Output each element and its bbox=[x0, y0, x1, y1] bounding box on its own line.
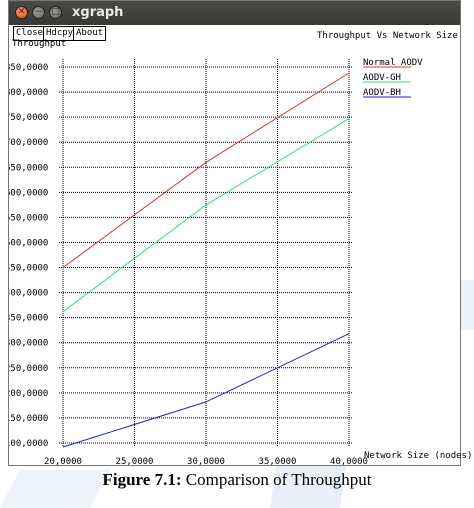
y-tick-label: 500,0000 bbox=[9, 238, 48, 248]
graph-title: Throughput Vs Network Size bbox=[317, 31, 458, 41]
y-tick-label: 400,0000 bbox=[9, 289, 48, 299]
y-axis-label: Throughput bbox=[12, 39, 67, 49]
figure-caption-label: Figure 7.1: bbox=[102, 470, 182, 489]
y-tick-label: 600,0000 bbox=[9, 188, 48, 198]
x-tick-label: 40,0000 bbox=[330, 457, 368, 467]
y-tick-label: 350,0000 bbox=[9, 314, 48, 324]
figure-caption: Figure 7.1: Comparison of Throughput bbox=[0, 470, 474, 490]
y-tick-label: 750,0000 bbox=[9, 113, 48, 123]
x-tick-label: 25,0000 bbox=[116, 457, 154, 467]
y-tick-label: 550,0000 bbox=[9, 213, 48, 223]
about-button[interactable]: About bbox=[73, 26, 107, 41]
series-line bbox=[62, 333, 350, 448]
x-axis-label: Network Size (nodes) bbox=[364, 451, 473, 461]
close-window-icon[interactable]: ✕ bbox=[15, 6, 28, 19]
throughput-chart: 850,0000 800,0000 750,0000 700,0000 650,0000… bbox=[9, 58, 423, 467]
y-tick-label: 650,0000 bbox=[9, 163, 48, 173]
xgraph-window: ✕ − □ xgraph Close Hdcpy About Throughpu… bbox=[8, 0, 472, 467]
x-tick-label: 20,0000 bbox=[44, 457, 82, 467]
y-tick-label: 700,0000 bbox=[9, 138, 48, 148]
figure-caption-text: Comparison of Throughput bbox=[181, 470, 372, 489]
y-tick-label: 200,0000 bbox=[9, 389, 48, 399]
y-tick-label: 150,0000 bbox=[9, 414, 48, 424]
y-tick-label: 800,0000 bbox=[9, 88, 48, 98]
series-line bbox=[62, 118, 350, 313]
y-tick-label: 250,0000 bbox=[9, 364, 48, 374]
x-tick-label: 30,0000 bbox=[187, 457, 225, 467]
series-line bbox=[62, 72, 350, 268]
window-titlebar[interactable]: ✕ − □ xgraph bbox=[9, 1, 460, 25]
window-title: xgraph bbox=[72, 5, 124, 20]
maximize-window-icon[interactable]: □ bbox=[49, 6, 62, 19]
minimize-window-icon[interactable]: − bbox=[32, 6, 45, 19]
y-tick-label: 300,0000 bbox=[9, 339, 48, 349]
legend-label: AODV-GH bbox=[363, 73, 401, 83]
legend-label: Normal AODV bbox=[363, 58, 423, 68]
legend-label: AODV-BH bbox=[363, 88, 401, 98]
y-tick-label: 450,0000 bbox=[9, 264, 48, 274]
y-tick-label: 850,0000 bbox=[9, 63, 48, 73]
y-tick-label: 100,0000 bbox=[9, 439, 48, 449]
x-tick-label: 35,0000 bbox=[259, 457, 297, 467]
